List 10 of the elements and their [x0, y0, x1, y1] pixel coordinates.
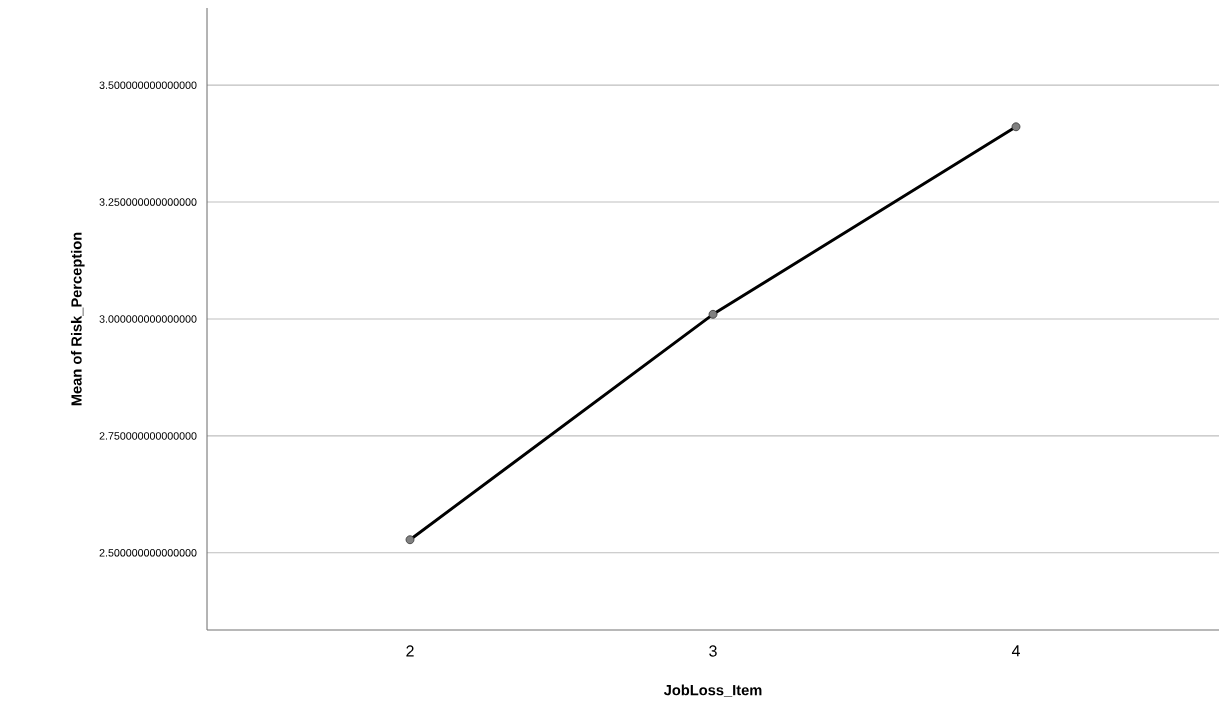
y-tick-label: 2.500000000000000 — [99, 549, 197, 557]
y-tick-label: 3.250000000000000 — [99, 198, 197, 206]
y-tick-label: 3.500000000000000 — [99, 81, 197, 89]
x-tick-label: 2 — [406, 645, 414, 657]
x-axis-title: JobLoss_Item — [663, 684, 762, 697]
x-tick-label: 4 — [1011, 645, 1020, 657]
x-tick-label: 3 — [709, 645, 717, 657]
y-axis-title: Mean of Risk_Perception — [70, 232, 85, 406]
y-tick-label: 2.750000000000000 — [99, 432, 197, 440]
y-tick-label: 3.000000000000000 — [99, 315, 197, 323]
